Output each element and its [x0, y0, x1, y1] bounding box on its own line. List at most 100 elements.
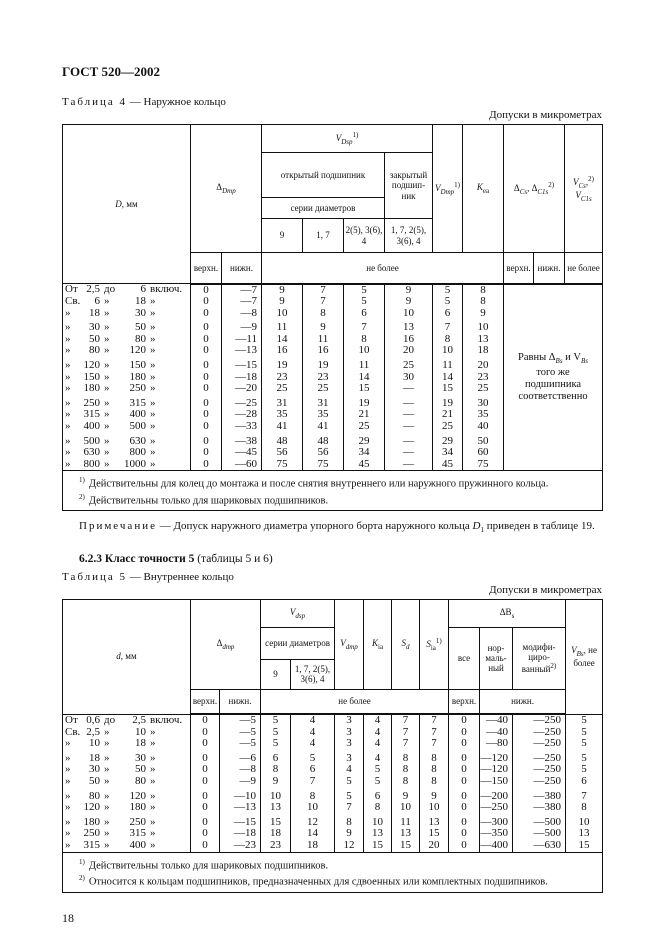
- range-part: »: [65, 307, 71, 319]
- value-cell: 0: [190, 432, 222, 448]
- value-cell: —380: [512, 802, 567, 814]
- value-cell: —250: [512, 749, 567, 765]
- value-cell: 25: [462, 383, 505, 395]
- table-row: » 80» 120» 0 —13 16 16 10 20 10 18: [62, 345, 603, 358]
- range-part: 6: [94, 296, 101, 308]
- range-part: 2,5: [86, 283, 100, 296]
- range-part: »: [65, 447, 71, 459]
- value-cell: —18: [218, 828, 262, 841]
- value-cell: 5: [565, 726, 604, 739]
- range-part: 180: [83, 815, 101, 828]
- value-cell: 3: [334, 738, 365, 750]
- range-part: 150: [129, 359, 147, 372]
- table-row: » 315» 400» 0 —28 35 35 21—21 35: [62, 409, 603, 422]
- value-cell: 8: [419, 749, 450, 765]
- value-cell: 7: [419, 738, 450, 750]
- value-cell: 14: [290, 828, 336, 841]
- header-delta-dmp: Δdmp: [189, 598, 262, 690]
- value-cell: —40: [479, 714, 514, 727]
- value-cell: —6: [218, 749, 262, 765]
- value-cell: 0: [448, 738, 481, 750]
- value-cell: 5: [334, 775, 365, 788]
- range-part: »: [65, 333, 71, 345]
- range-part: »: [104, 359, 110, 372]
- value-cell: 18: [290, 839, 336, 853]
- value-cell: 0: [190, 813, 220, 829]
- value-cell: 6: [260, 749, 292, 765]
- header-normal: нор-маль-ный: [479, 626, 514, 690]
- table4-note: Примечание — Допуск наружного диаметра у…: [79, 520, 595, 535]
- value-cell: 10: [565, 813, 604, 829]
- value-cell: 16: [302, 345, 345, 358]
- value-cell: 15: [432, 383, 464, 395]
- value-cell: 7: [432, 319, 464, 334]
- value-cell: 23: [260, 839, 292, 853]
- range-part: 315: [83, 840, 101, 852]
- value-cell: 10: [290, 802, 336, 814]
- table5-footnotes: 1) Действительны только для шариковых под…: [61, 851, 604, 893]
- value-cell: 5: [432, 295, 464, 308]
- value-cell: 30: [462, 394, 505, 410]
- value-cell: 11: [343, 357, 386, 372]
- range-part: 250: [83, 396, 101, 409]
- value-cell: 10: [261, 307, 304, 320]
- value-cell: 48: [302, 432, 345, 448]
- header-lower-2: нижн.: [533, 252, 566, 285]
- value-cell: 0: [190, 802, 220, 814]
- value-cell: 23: [462, 371, 505, 384]
- header-closed-bearing: закрытый подшип-ник: [384, 152, 434, 219]
- value-cell: 10: [384, 307, 434, 320]
- table5-inner-ring: d, мм Δdmp Vdsp Vdmp Kia Sd Sia1) ΔBs VB…: [61, 598, 604, 893]
- range-part: 18: [135, 296, 146, 308]
- range-part: »: [104, 776, 110, 788]
- table-row: Св. 2,5» 10» 0 —5 5 4 3 4 7 7 0 —40 —250 5: [62, 726, 604, 739]
- range-part: »: [150, 371, 156, 383]
- range-part: »: [104, 751, 110, 764]
- range-part: 315: [129, 828, 147, 840]
- range-part: 500: [129, 421, 147, 433]
- value-cell: 5: [363, 775, 393, 788]
- value-cell: 8: [290, 787, 336, 803]
- value-cell: 9: [391, 787, 421, 803]
- table-row: » 120» 180» 0 —13 13 10 7 8 10 10 0 —250 —380 8: [62, 802, 604, 814]
- value-cell: 4: [290, 738, 336, 750]
- range-part: »: [150, 828, 156, 840]
- range-part: 250: [83, 828, 101, 840]
- table4-footnotes: 1) Действительны для колец до монтажа и п…: [61, 470, 604, 512]
- header-series-2-5: 2(5), 3(6), 4: [343, 218, 386, 253]
- header-D: D, мм: [62, 124, 191, 284]
- value-cell: 0: [190, 839, 220, 853]
- size-range: От 0,6 до 2,5 включ.: [62, 714, 191, 727]
- range-part: »: [104, 321, 110, 334]
- table5-caption: Таблица 5 — Внутреннее кольцо: [62, 570, 234, 583]
- header-all: все: [448, 626, 481, 690]
- value-cell: —: [384, 420, 434, 433]
- value-cell: 0: [190, 787, 220, 803]
- range-part: »: [65, 458, 71, 470]
- table-row: » 80» 120» 0 —10 10 8 5 6 9 9 0 —200 —380 7: [62, 787, 604, 803]
- header-series-1-7: 1, 7: [302, 218, 345, 253]
- value-cell: 0: [448, 839, 481, 853]
- range-part: 180: [129, 371, 147, 383]
- range-part: »: [150, 738, 156, 750]
- value-cell: 9: [261, 295, 304, 308]
- range-part: 400: [129, 840, 147, 852]
- value-cell: 8: [565, 802, 604, 814]
- header-K-ia: Kia: [363, 598, 393, 690]
- value-cell: 8: [334, 813, 365, 829]
- value-cell: 29: [432, 432, 464, 448]
- value-cell: 13: [462, 333, 505, 346]
- header-S-ia: Sia1): [419, 598, 450, 690]
- value-cell: —250: [512, 714, 567, 727]
- value-cell: 75: [261, 458, 304, 471]
- header-upper: верхн.: [190, 688, 220, 716]
- table5-units: Допуски в микрометрах: [489, 583, 602, 596]
- range-part: »: [150, 802, 156, 814]
- range-part: 120: [83, 359, 101, 372]
- value-cell: 15: [363, 839, 393, 853]
- value-cell: 0: [190, 307, 222, 320]
- range-part: »: [104, 840, 110, 852]
- table-row: » 400» 500» 0 —33 41 41 25—25 40: [62, 420, 603, 433]
- range-part: »: [150, 396, 156, 409]
- value-cell: —8: [220, 307, 263, 320]
